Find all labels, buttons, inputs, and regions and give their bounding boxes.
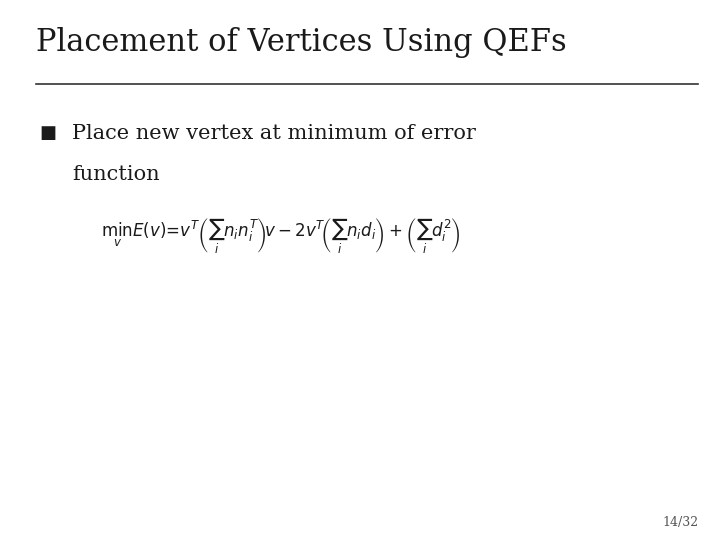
Text: Place new vertex at minimum of error: Place new vertex at minimum of error [72, 124, 476, 143]
Text: ■: ■ [40, 124, 57, 142]
Text: $\min_{v} E(v) = v^T\!\left(\sum_i n_i n_i^T\right)\!v - 2v^T\!\left(\sum_i n_i : $\min_{v} E(v) = v^T\!\left(\sum_i n_i n… [101, 216, 461, 256]
Text: 14/32: 14/32 [662, 516, 698, 529]
Text: Placement of Vertices Using QEFs: Placement of Vertices Using QEFs [36, 27, 567, 58]
Text: function: function [72, 165, 160, 184]
